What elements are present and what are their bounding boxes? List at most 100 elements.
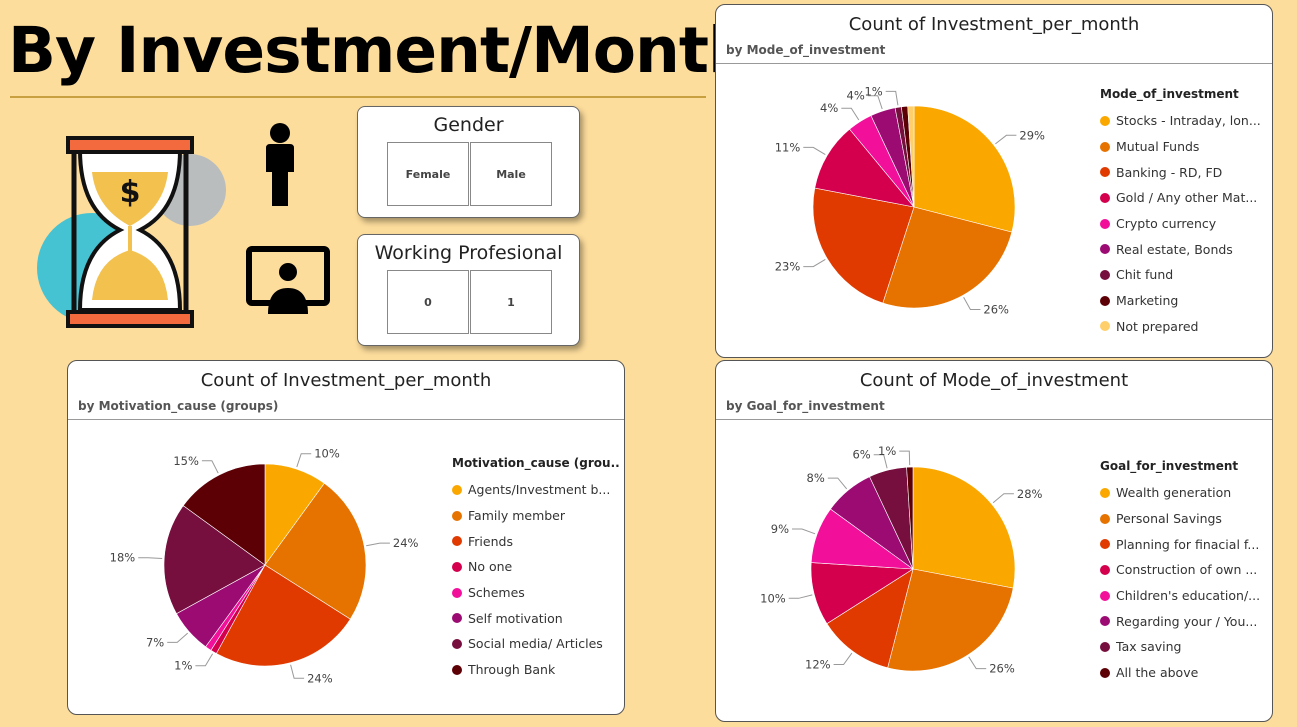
pie-slice[interactable] [264, 482, 367, 620]
legend-item[interactable]: Stocks - Intraday, lon... [1100, 108, 1270, 134]
data-label: 8% [807, 471, 825, 485]
pie-slice[interactable] [887, 568, 1014, 672]
pie-slice[interactable] [163, 505, 266, 615]
legend-label: Real estate, Bonds [1116, 241, 1233, 257]
legend-swatch [1100, 269, 1110, 280]
legend-item[interactable]: Through Bank [452, 657, 620, 683]
data-label: 4% [820, 101, 838, 115]
legend-label: Personal Savings [1116, 511, 1222, 527]
legend-item[interactable]: Chit fund [1100, 262, 1270, 288]
legend-item[interactable]: Not prepared [1100, 314, 1270, 340]
pie-slice[interactable] [912, 466, 1016, 589]
pie-chart-motivation: 10% 24% 24% 1% 7% 18% 15% [110, 447, 419, 686]
data-label: 26% [989, 662, 1015, 676]
legend-item[interactable]: Gold / Any other Mat... [1100, 185, 1270, 211]
pie-slice[interactable] [182, 463, 266, 566]
legend-item[interactable]: Schemes [452, 580, 620, 606]
legend-item[interactable]: Tax saving [1100, 634, 1270, 660]
chart-title: Count of Investment_per_month [848, 14, 1140, 35]
pie-slice[interactable] [906, 466, 914, 570]
legend-swatch [1100, 321, 1110, 332]
working-1-button[interactable]: 1 [470, 270, 552, 334]
legend-item[interactable]: All the above [1100, 660, 1270, 686]
legend-label: Marketing [1116, 293, 1179, 309]
legend-label: Planning for finacial f... [1116, 536, 1260, 552]
data-label: 12% [805, 658, 831, 672]
legend-item[interactable]: No one [452, 554, 620, 580]
legend-label: Friends [468, 533, 513, 549]
data-label-leader [995, 134, 1017, 145]
legend-swatch [452, 613, 462, 624]
pie-chart-goal: 28% 26% 12% 10% 9% 8% 6% 1% [760, 444, 1042, 676]
data-label: 1% [174, 659, 192, 673]
legend-item[interactable]: Agents/Investment b... [452, 477, 620, 503]
legend-item[interactable]: Real estate, Bonds [1100, 236, 1270, 262]
legend-item[interactable]: Banking - RD, FD [1100, 159, 1270, 185]
pie-slice[interactable] [814, 128, 915, 208]
legend-item[interactable]: Construction of own ... [1100, 557, 1270, 583]
data-label: 7% [146, 635, 164, 649]
legend-swatch [452, 536, 462, 547]
legend-swatch [452, 510, 462, 521]
data-label-leader [968, 656, 987, 670]
pie-slice[interactable] [882, 206, 1013, 309]
pie-slice[interactable] [812, 187, 915, 304]
data-label: 24% [307, 671, 333, 685]
monitor-user-icon [246, 246, 330, 314]
data-label: 6% [852, 448, 870, 462]
working-0-button[interactable]: 0 [387, 270, 469, 334]
data-label: 24% [393, 536, 419, 550]
legend-label: Schemes [468, 585, 525, 601]
data-label: 26% [983, 303, 1009, 317]
data-label: 1% [878, 444, 896, 458]
pie-slice[interactable] [215, 564, 351, 667]
legend-label: Tax saving [1116, 639, 1182, 655]
data-label: 10% [314, 447, 340, 461]
legend-swatch [452, 484, 462, 495]
legend-swatch [1100, 167, 1110, 178]
legend-swatch [452, 664, 462, 675]
legend-item[interactable]: Marketing [1100, 288, 1270, 314]
data-label: 29% [1019, 128, 1045, 142]
legend-item[interactable]: Personal Savings [1100, 506, 1270, 532]
data-label-leader [195, 653, 214, 667]
legend-label: Construction of own ... [1116, 562, 1258, 578]
data-label: 11% [775, 140, 801, 154]
legend-item[interactable]: Mutual Funds [1100, 134, 1270, 160]
legend-item[interactable]: Social media/ Articles [452, 631, 620, 657]
data-label: 10% [760, 591, 786, 605]
legend-mode: Mode_of_investment Stocks - Intraday, lo… [1100, 87, 1270, 339]
legend-label: Children's education/... [1116, 588, 1261, 604]
legend-swatch [1100, 244, 1110, 255]
legend-swatch [1100, 564, 1110, 575]
legend-label: Wealth generation [1116, 485, 1232, 501]
chart-panel-motivation: Count of Investment_per_month by Motivat… [67, 360, 625, 715]
gender-female-button[interactable]: Female [387, 142, 469, 206]
page-title: By Investment/Month [8, 14, 753, 87]
pie-slice[interactable] [826, 568, 914, 669]
legend-item[interactable]: Friends [452, 528, 620, 554]
legend-item[interactable]: Self motivation [452, 605, 620, 631]
legend-swatch [452, 638, 462, 649]
pie-slice[interactable] [913, 105, 1016, 233]
legend-title: Mode_of_investment [1100, 87, 1239, 101]
gender-male-button[interactable]: Male [470, 142, 552, 206]
pie-slice[interactable] [907, 105, 915, 208]
legend-item[interactable]: Regarding your / You... [1100, 608, 1270, 634]
legend-goal: Goal_for_investment Wealth generation Per… [1100, 459, 1270, 686]
legend-swatch [1100, 218, 1110, 229]
legend-item[interactable]: Wealth generation [1100, 480, 1270, 506]
data-label: 23% [775, 260, 801, 274]
legend-item[interactable]: Planning for finacial f... [1100, 531, 1270, 557]
panel-divider [716, 63, 1272, 64]
data-label-leader [803, 258, 826, 268]
hourglass-money-icon: $ [37, 136, 226, 328]
legend-item[interactable]: Crypto currency [1100, 211, 1270, 237]
legend-swatch [1100, 667, 1110, 678]
legend-swatch [1100, 487, 1110, 498]
legend-label: Family member [468, 508, 566, 524]
legend-label: Not prepared [1116, 318, 1199, 334]
legend-item[interactable]: Family member [452, 503, 620, 529]
legend-swatch [1100, 513, 1110, 524]
legend-item[interactable]: Children's education/... [1100, 583, 1270, 609]
